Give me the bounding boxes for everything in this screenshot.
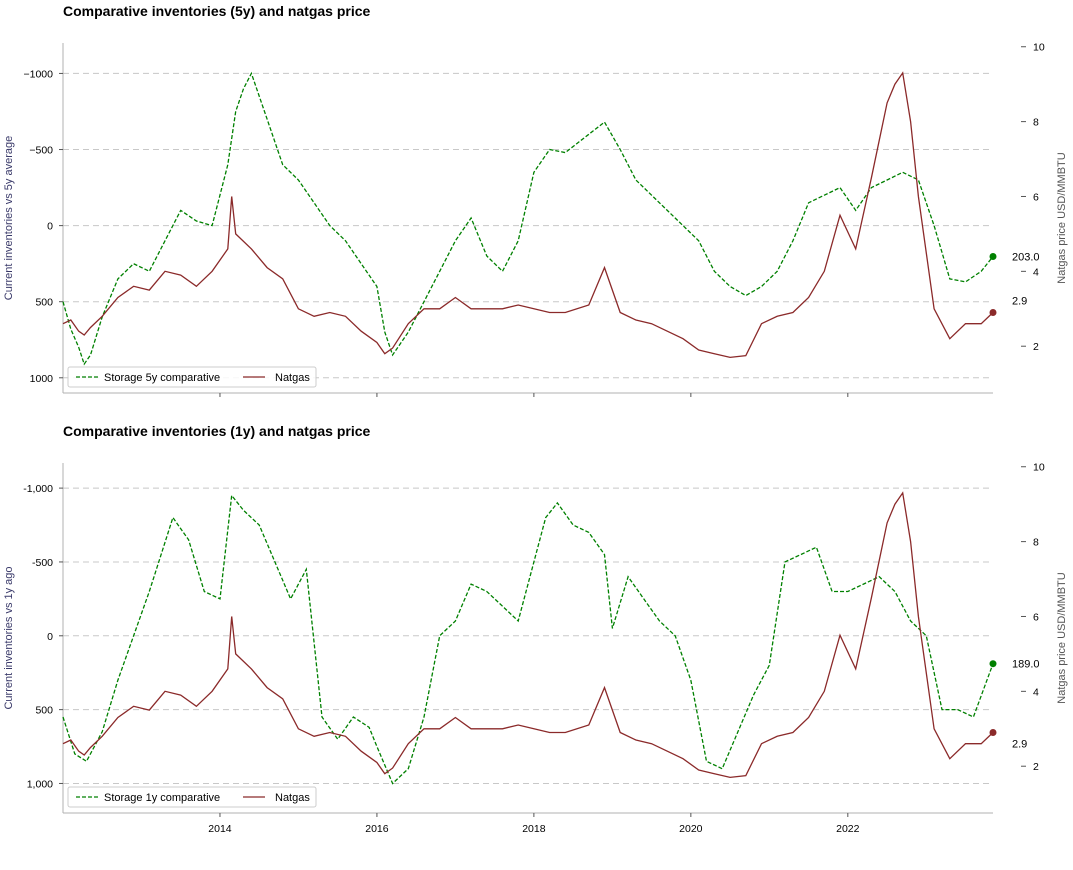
y-axis-title-right: Natgas price USD/MMBTU xyxy=(1056,152,1068,283)
y-tick-label-left: -500 xyxy=(32,557,53,569)
x-tick-label: 2016 xyxy=(365,823,389,835)
y-tick-label-right: 4 xyxy=(1033,266,1039,278)
end-value-label: 203.0 xyxy=(1012,252,1040,264)
y-tick-label-left: 0 xyxy=(47,221,53,233)
chart-title: Comparative inventories (5y) and natgas … xyxy=(63,3,371,19)
y-axis-title-left: Current inventories vs 5y average xyxy=(3,136,15,300)
y-tick-label-right: 6 xyxy=(1033,191,1039,203)
y-tick-label-left: 1000 xyxy=(30,373,54,385)
storage-end-marker xyxy=(989,660,997,668)
y-tick-label-left: −1000 xyxy=(24,68,54,80)
end-value-label: 189.0 xyxy=(1012,659,1040,671)
y-tick-label-left: −500 xyxy=(29,145,53,157)
y-tick-label-right: 2 xyxy=(1033,341,1039,353)
natgas-series-line xyxy=(62,491,994,779)
y-tick-label-right: 2 xyxy=(1033,761,1039,773)
y-axis-title-left: Current inventories vs 1y ago xyxy=(3,566,15,709)
y-tick-label-right: 8 xyxy=(1033,117,1039,129)
natgas-end-marker xyxy=(989,729,997,737)
natgas-end-marker xyxy=(989,309,997,317)
natgas-series-line xyxy=(62,71,994,359)
end-value-label: 2.9 xyxy=(1012,296,1027,308)
x-tick-label: 2018 xyxy=(522,823,546,835)
storage-series-line xyxy=(62,71,994,366)
legend: Storage 5y comparative Natgas xyxy=(67,366,317,388)
y-tick-label-right: 10 xyxy=(1033,462,1045,474)
legend-label-storage: Storage 1y comparative xyxy=(104,792,220,804)
chart-title: Comparative inventories (1y) and natgas … xyxy=(63,423,371,439)
legend-label-natgas: Natgas xyxy=(275,372,310,384)
y-tick-label-left: 1,000 xyxy=(27,778,53,790)
y-tick-label-right: 4 xyxy=(1033,686,1039,698)
y-tick-label-right: 10 xyxy=(1033,42,1045,54)
chart-panel-2: Comparative inventories (1y) and natgas … xyxy=(3,423,1068,835)
legend-label-storage: Storage 5y comparative xyxy=(104,372,220,384)
y-tick-label-right: 8 xyxy=(1033,537,1039,549)
legend: Storage 1y comparative Natgas xyxy=(67,786,317,808)
chart-panel-1: Comparative inventories (5y) and natgas … xyxy=(3,3,1068,397)
y-tick-label-left: 0 xyxy=(47,631,53,643)
storage-end-marker xyxy=(989,253,997,260)
end-value-label: 2.9 xyxy=(1012,739,1027,751)
x-tick-label: 2020 xyxy=(679,823,703,835)
y-tick-label-left: -1,000 xyxy=(23,483,53,495)
x-tick-label: 2014 xyxy=(208,823,232,835)
y-tick-label-right: 6 xyxy=(1033,611,1039,623)
legend-box xyxy=(67,366,317,388)
legend-box xyxy=(67,786,317,808)
y-tick-label-left: 500 xyxy=(35,297,53,309)
y-tick-label-left: 500 xyxy=(35,705,53,717)
y-axis-title-right: Natgas price USD/MMBTU xyxy=(1056,572,1068,703)
storage-series-line xyxy=(62,493,994,785)
x-tick-label: 2022 xyxy=(836,823,860,835)
legend-label-natgas: Natgas xyxy=(275,792,310,804)
